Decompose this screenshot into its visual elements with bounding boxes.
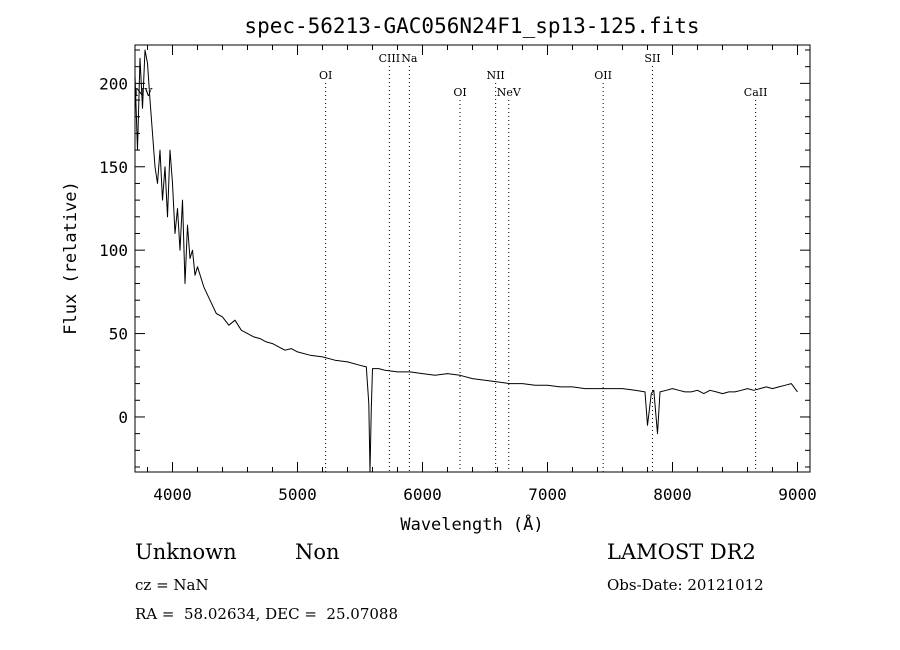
- chart-title: spec-56213-GAC056N24F1_sp13-125.fits: [244, 14, 699, 38]
- coordinates: RA = 58.02634, DEC = 25.07088: [135, 605, 399, 623]
- axis-ticks: 4000 5000 6000 7000 8000 9000 0 50 100 150 200: [99, 45, 817, 504]
- y-tick-label: 0: [118, 408, 128, 427]
- emission-line-label: CaII: [744, 86, 768, 99]
- y-tick-label: 50: [109, 325, 128, 344]
- emission-line-labels: NV OI CIII Na OI NII NeV OII SII CaII: [135, 52, 768, 99]
- emission-line-markers: [325, 66, 757, 472]
- x-tick-label: 9000: [778, 485, 817, 504]
- x-tick-label: 5000: [278, 485, 317, 504]
- x-axis-label: Wavelength (Å): [400, 513, 543, 535]
- emission-line-label: OII: [594, 69, 612, 82]
- redshift-value: cz = NaN: [135, 576, 209, 594]
- emission-line-label: Na: [401, 52, 418, 65]
- x-tick-label: 7000: [528, 485, 567, 504]
- emission-line-label: OI: [453, 86, 466, 99]
- object-subclass: Non: [295, 540, 340, 564]
- y-axis-label: Flux (relative): [61, 181, 81, 335]
- y-tick-label: 150: [99, 158, 128, 177]
- plot-frame: [134, 44, 811, 473]
- emission-line-label: NII: [486, 69, 504, 82]
- y-tick-label: 100: [99, 241, 128, 260]
- object-class: Unknown: [135, 540, 237, 564]
- emission-line-label: SII: [644, 52, 660, 65]
- y-tick-label: 200: [99, 74, 128, 93]
- spectrum-series: [134, 49, 798, 473]
- emission-line-label: CIII: [379, 52, 400, 65]
- observation-date: Obs-Date: 20121012: [607, 576, 764, 594]
- survey-name: LAMOST DR2: [607, 540, 756, 564]
- x-tick-label: 8000: [653, 485, 692, 504]
- emission-line-label: NeV: [497, 86, 522, 99]
- emission-line-label: NV: [135, 86, 154, 99]
- x-tick-label: 4000: [153, 485, 192, 504]
- emission-line-label: OI: [319, 69, 332, 82]
- spectrum-line: [134, 49, 798, 473]
- x-tick-label: 6000: [403, 485, 442, 504]
